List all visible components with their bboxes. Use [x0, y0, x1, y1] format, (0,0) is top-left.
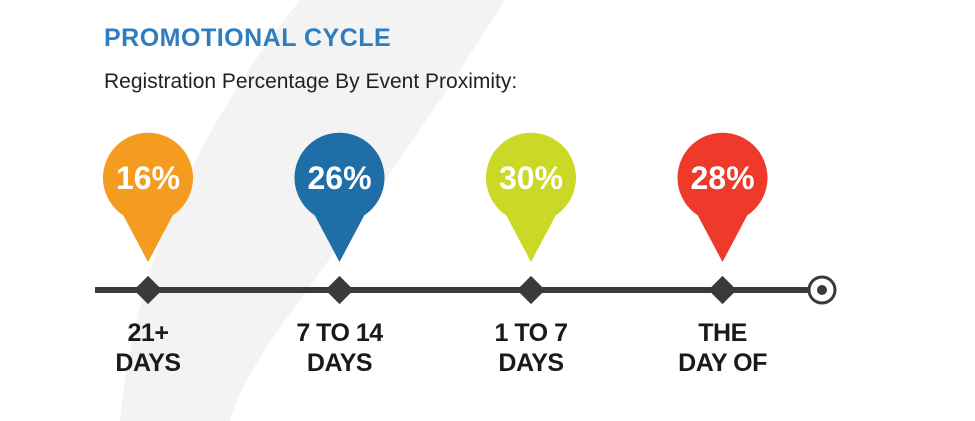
- pin: [486, 132, 576, 262]
- value-label: 28%: [690, 160, 754, 196]
- title: PROMOTIONAL CYCLE: [104, 24, 392, 52]
- category-label: 21+ DAYS: [115, 319, 181, 377]
- pin: [677, 132, 768, 262]
- subtitle: Registration Percentage By Event Proximi…: [104, 70, 518, 93]
- category-label: 1 TO 7 DAYS: [494, 319, 568, 377]
- timeline-marker: [516, 275, 546, 305]
- value-label: 30%: [499, 160, 563, 196]
- timeline-marker: [708, 275, 737, 305]
- value-label: 16%: [116, 160, 180, 196]
- value-label: 26%: [307, 160, 371, 196]
- pin: [294, 132, 385, 262]
- category-label: 7 TO 14 DAYS: [296, 319, 383, 377]
- timeline-marker: [325, 275, 354, 305]
- pin: [103, 132, 194, 262]
- timeline-end: [817, 285, 827, 295]
- category-label: THE DAY OF: [678, 319, 767, 377]
